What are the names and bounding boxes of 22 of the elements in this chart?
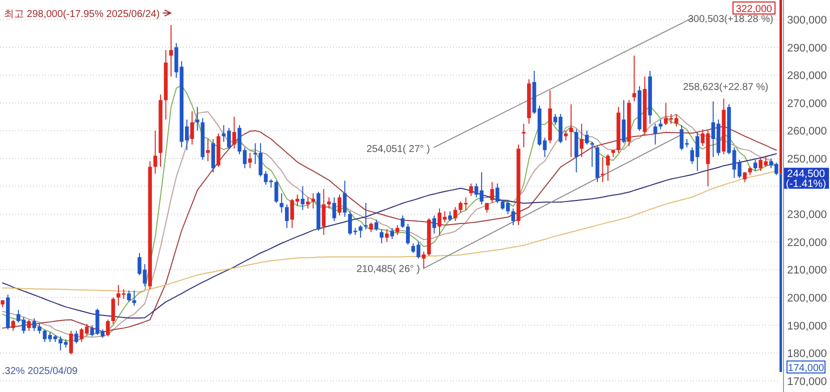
annotation: .32% 2025/04/09 — [2, 366, 78, 377]
text: 174,000 — [788, 363, 825, 374]
annotation: 300,503(+18.28 %) — [688, 14, 774, 25]
y-tick-label: 180,000 — [787, 348, 827, 360]
annotation: 254,051( 27° ) — [366, 144, 430, 155]
y-tick-label: 280,000 — [787, 70, 827, 82]
annotation: 210,485( 26° ) — [356, 264, 420, 275]
y-tick-label: 260,000 — [787, 126, 827, 138]
y-tick-label: 220,000 — [787, 236, 827, 249]
text: 244,500 (-1.41%) — [786, 168, 826, 190]
y-tick-label: 300,000 — [787, 14, 827, 26]
y-tick-label: 210,000 — [787, 264, 827, 277]
y-tick-label: 290,000 — [787, 42, 827, 54]
y-tick-label: 170,000 — [787, 376, 827, 388]
y-tick-label: 230,000 — [787, 209, 827, 222]
annotation: 322,000 — [736, 4, 773, 15]
y-tick-label: 250,000 — [787, 153, 827, 166]
y-tick-label: 190,000 — [787, 320, 827, 332]
annotation: 258,623(+22.87 %) — [683, 82, 768, 93]
y-tick-label: 270,000 — [787, 98, 827, 110]
annotation: 최고 298,000(-17.95% 2025/06/24) — [4, 9, 160, 20]
y-tick-label: 200,000 — [787, 292, 827, 304]
